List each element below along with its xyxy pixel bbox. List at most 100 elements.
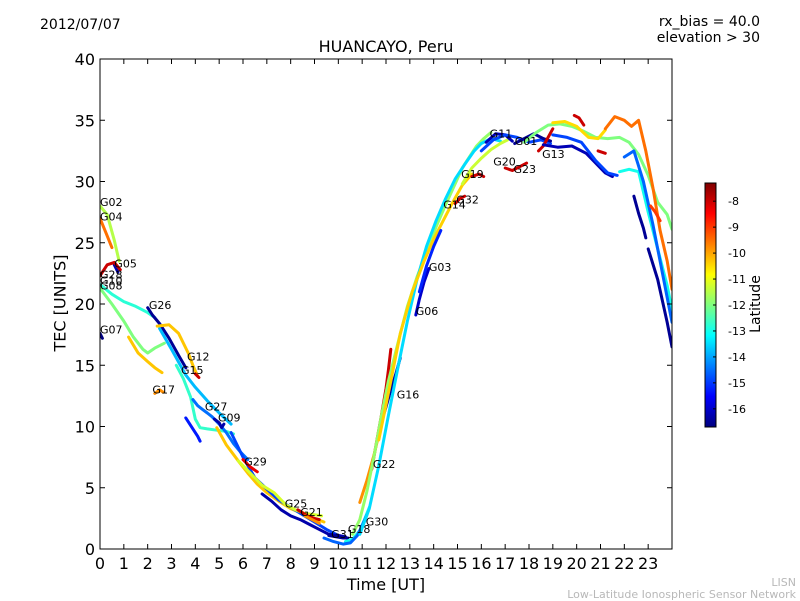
x-tick-label: 11 (352, 554, 372, 573)
x-axis-label: Time [UT] (346, 575, 426, 594)
series-line-g13 (537, 127, 555, 153)
satellite-label-g06: G06 (416, 305, 439, 318)
x-tick-label: 10 (328, 554, 348, 573)
colorbar-tick-label: -12 (728, 299, 746, 312)
x-tick-label: 5 (214, 554, 224, 573)
y-tick-label: 25 (75, 234, 95, 253)
series-line-g05 (112, 263, 120, 274)
colorbar-tick-label: -14 (728, 351, 746, 364)
series-line-g04 (100, 216, 114, 250)
series-line-g12b (193, 372, 201, 379)
series-line-g06 (414, 267, 431, 317)
x-tick-label: 17 (495, 554, 515, 573)
satellite-label-g31: G31 (331, 528, 354, 541)
plot-date: 2012/07/07 (40, 17, 121, 33)
x-tick-label: 14 (423, 554, 443, 573)
series-line-g32 (453, 194, 467, 206)
series-line-r1 (572, 113, 586, 127)
series-line-t3 (551, 133, 619, 177)
satellite-label-g02: G02 (100, 196, 123, 209)
series-line-g26b (158, 327, 233, 426)
series-line-b4 (646, 247, 672, 349)
series-line-g03 (417, 229, 443, 294)
x-tick-label: 9 (309, 554, 319, 573)
satellite-label-g28: G28 (100, 268, 123, 281)
colorbar-tick-label: -10 (728, 247, 746, 260)
series-line-g09 (212, 417, 226, 430)
series-line-g08 (100, 286, 166, 355)
series-line-t1 (229, 431, 347, 539)
x-tick-label: 18 (519, 554, 539, 573)
series-line-y2 (551, 120, 607, 141)
satellite-label-g16: G16 (397, 388, 420, 401)
colorbar-tick-label: -13 (728, 325, 746, 338)
satellite-label-g32: G32 (456, 194, 479, 207)
x-tick-label: 2 (143, 554, 153, 573)
plot-parameters: rx_bias = 40.0 elevation > 30 (657, 14, 760, 46)
elevation-label: elevation > 30 (656, 30, 760, 46)
satellite-label-g12: G12 (187, 350, 210, 363)
series-line-b3 (632, 194, 648, 240)
series-line-g17 (153, 388, 165, 395)
satellite-label-g19: G19 (461, 168, 484, 181)
satellite-label-g10: G10 (100, 274, 123, 287)
satellite-label-g29: G29 (244, 456, 267, 469)
series-line-a3 (377, 172, 474, 442)
satellite-label-g13: G13 (542, 148, 565, 161)
x-tick-label: 15 (447, 554, 467, 573)
y-tick-label: 10 (75, 418, 95, 437)
series-layer (100, 113, 672, 546)
satellite-label-g07: G07 (100, 323, 123, 336)
satellite-label-g08: G08 (100, 279, 123, 292)
x-tick-label: 20 (566, 554, 586, 573)
x-tick-label: 3 (166, 554, 176, 573)
series-line-g02 (100, 204, 121, 263)
y-tick-label: 0 (85, 540, 95, 559)
x-tick-label: 19 (543, 554, 563, 573)
x-tick-label: 22 (614, 554, 634, 573)
x-tick-label: 16 (471, 554, 491, 573)
x-tick-label: 7 (262, 554, 272, 573)
series-line-g2 (618, 167, 672, 312)
series-line-g29 (241, 458, 259, 474)
colorbar-ticks: -8 -9 -10 -11 -12 -13 -14 -15 -16 (713, 195, 746, 416)
satellite-label-g17: G17 (152, 383, 175, 396)
satellite-label-g26: G26 (149, 299, 172, 312)
satellite-label-g20: G20 (493, 156, 516, 169)
colorbar-tick-label: -11 (728, 273, 746, 286)
satellite-label-g04: G04 (100, 211, 123, 224)
x-tick-label: 0 (95, 554, 105, 573)
rx-bias-label: rx_bias = 40.0 (658, 14, 760, 30)
satellite-label-g21: G21 (300, 506, 323, 519)
satellite-label-g14: G14 (443, 198, 466, 211)
y-tick-label: 35 (75, 111, 95, 130)
x-tick-label: 4 (190, 554, 200, 573)
y-tick-label: 40 (75, 50, 95, 69)
satellite-label-g15: G15 (181, 364, 204, 377)
colorbar-tick-label: -8 (728, 195, 739, 208)
satellite-label-g18: G18 (348, 523, 371, 536)
series-line-g23 (503, 161, 529, 172)
y-tick-label: 30 (75, 173, 95, 192)
series-line-t2 (479, 133, 552, 153)
satellite-label-g25: G25 (285, 497, 308, 510)
satellite-label-g01: G01 (515, 135, 538, 148)
series-line-g11 (484, 132, 514, 144)
series-line-g21b (303, 514, 321, 525)
series-line-o1 (603, 115, 672, 291)
colorbar-tick-label: -16 (728, 403, 746, 416)
x-tick-label: 6 (238, 554, 248, 573)
chart-title: HUANCAYO, Peru (318, 37, 454, 56)
axes: 0 1 2 3 4 5 6 7 8 9 10 11 12 13 14 15 16 17 18 19 20 21 22 2305… (75, 50, 672, 573)
credit-acronym: LISN (771, 576, 796, 589)
series-line-a2 (358, 137, 502, 536)
satellite-label-g03: G03 (429, 261, 452, 274)
series-line-g31 (327, 534, 350, 540)
series-line-g25 (236, 459, 324, 518)
series-line-b2 (541, 143, 614, 179)
credit-network-name: Low-Latitude Ionospheric Sensor Network (567, 588, 796, 601)
series-line-r2 (596, 149, 607, 155)
colorbar-tick-label: -9 (728, 221, 739, 234)
